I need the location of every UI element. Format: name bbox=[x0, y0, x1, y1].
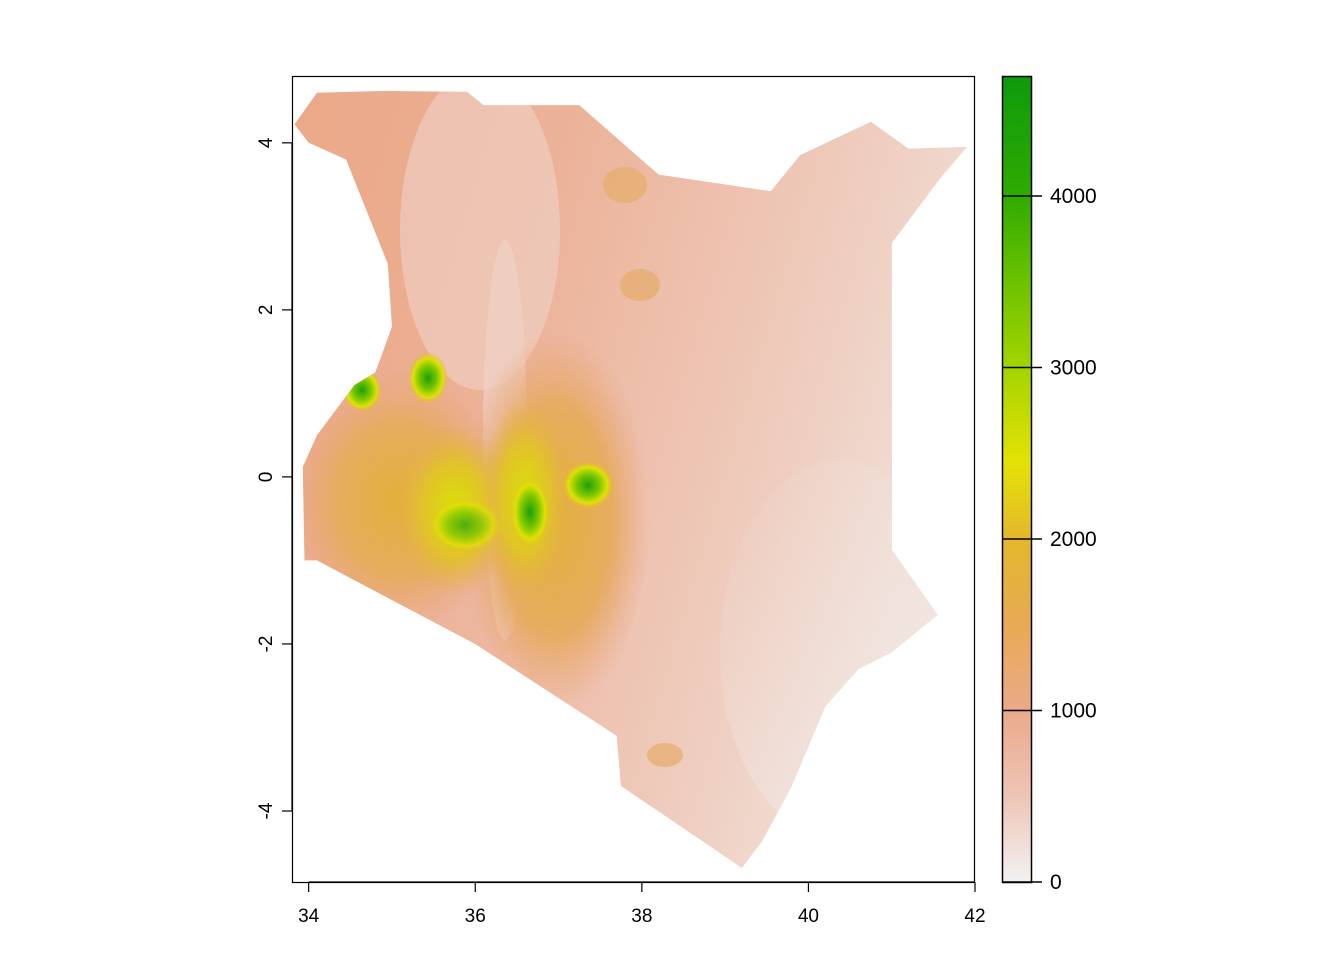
y-tick-label: 0 bbox=[256, 472, 277, 483]
raster-hills-south bbox=[647, 743, 683, 767]
colorbar-axis: 0 1000 2000 3000 4000 bbox=[1002, 185, 1097, 894]
y-axis: 4 2 0 -2 -4 bbox=[256, 137, 293, 819]
raster-peak-aberdare bbox=[510, 476, 550, 548]
y-tick-label: 4 bbox=[256, 137, 277, 148]
x-tick-label: 34 bbox=[298, 906, 320, 927]
raster-peak-mau bbox=[427, 497, 503, 553]
colorbar-tick-label: 1000 bbox=[1050, 700, 1097, 723]
raster-peak-kenya bbox=[562, 461, 614, 509]
colorbar-tick-label: 2000 bbox=[1050, 528, 1097, 551]
colorbar-tick-label: 4000 bbox=[1050, 185, 1097, 208]
raster-peak-elgon bbox=[342, 368, 382, 412]
raster-hills-marsabit bbox=[620, 269, 660, 301]
raster-peak-cherangani bbox=[408, 352, 448, 404]
x-axis: 34 36 38 40 42 bbox=[298, 881, 986, 927]
x-tick-label: 38 bbox=[631, 906, 652, 927]
colorbar-tick-label: 3000 bbox=[1050, 357, 1097, 380]
y-tick-label: -2 bbox=[256, 636, 277, 653]
y-tick-label: -4 bbox=[256, 802, 277, 819]
y-tick-label: 2 bbox=[256, 305, 277, 316]
x-tick-label: 42 bbox=[964, 906, 985, 927]
colorbar bbox=[1001, 75, 1033, 884]
raster-coast-pale bbox=[720, 460, 960, 840]
country-raster bbox=[294, 91, 967, 868]
colorbar-tick-label: 0 bbox=[1050, 871, 1062, 894]
x-tick-label: 40 bbox=[798, 906, 819, 927]
raster-hills-north bbox=[603, 167, 647, 203]
x-tick-label: 36 bbox=[465, 906, 486, 927]
